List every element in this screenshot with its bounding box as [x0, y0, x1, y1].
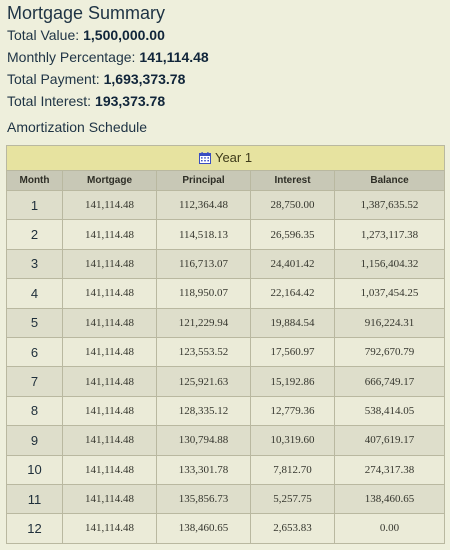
month-cell: 9 [6, 425, 63, 456]
mortgage-cell: 141,114.48 [62, 278, 157, 309]
principal-cell: 121,229.94 [156, 307, 251, 338]
table-row: 2 141,114.48 114,518.13 26,596.35 1,273,… [6, 219, 446, 250]
month-cell: 3 [6, 248, 63, 280]
monthly-percentage-row: Monthly Percentage: 141,114.48 [7, 46, 450, 68]
total-interest-label: Total Interest: [7, 93, 92, 109]
balance-cell: 1,387,635.52 [333, 189, 446, 221]
column-header-month: Month [6, 170, 63, 191]
table-row: 8 141,114.48 128,335.12 12,779.36 538,41… [6, 395, 446, 427]
table-row: 10 141,114.48 133,301.78 7,812.70 274,31… [6, 454, 446, 485]
monthly-percentage: 141,114.48 [139, 49, 209, 65]
column-header-balance: Balance [333, 170, 446, 191]
mortgage-cell: 141,114.48 [62, 454, 157, 485]
interest-cell: 2,653.83 [250, 513, 335, 544]
page-title: Mortgage Summary [7, 3, 166, 23]
mortgage-cell: 141,114.48 [62, 336, 157, 368]
balance-cell: 407,619.17 [333, 425, 446, 456]
total-payment-row: Total Payment: 1,693,373.78 [7, 68, 450, 90]
table-row: 4 141,114.48 118,950.07 22,164.42 1,037,… [6, 278, 446, 309]
total-value-label: Total Value: [7, 27, 80, 43]
amortization-schedule-title: Amortization Schedule [7, 119, 148, 135]
mortgage-cell: 141,114.48 [62, 483, 157, 515]
interest-cell: 26,596.35 [250, 219, 335, 250]
month-cell: 11 [6, 483, 63, 515]
table-row: 1 141,114.48 112,364.48 28,750.00 1,387,… [6, 189, 446, 221]
total-value: 1,500,000.00 [83, 27, 165, 43]
month-cell: 7 [6, 366, 63, 397]
principal-cell: 130,794.88 [156, 425, 251, 456]
interest-cell: 15,192.86 [250, 366, 335, 397]
interest-cell: 24,401.42 [250, 248, 335, 280]
amortization-table-container: Year 1 Month Mortgage Principal Interest… [5, 145, 446, 544]
balance-cell: 1,273,117.38 [333, 219, 446, 250]
mortgage-cell: 141,114.48 [62, 189, 157, 221]
total-interest: 193,373.78 [95, 93, 166, 109]
balance-cell: 0.00 [333, 513, 446, 544]
table-row: 6 141,114.48 123,553.52 17,560.97 792,67… [6, 336, 446, 368]
balance-cell: 666,749.17 [333, 366, 446, 397]
principal-cell: 125,921.63 [156, 366, 251, 397]
mortgage-cell: 141,114.48 [62, 425, 157, 456]
interest-cell: 10,319.60 [250, 425, 335, 456]
mortgage-cell: 141,114.48 [62, 395, 157, 427]
month-cell: 6 [6, 336, 63, 368]
column-header-row: Month Mortgage Principal Interest Balanc… [6, 170, 446, 191]
month-cell: 5 [6, 307, 63, 338]
amortization-rows: 1 141,114.48 112,364.48 28,750.00 1,387,… [6, 189, 446, 544]
mortgage-cell: 141,114.48 [62, 366, 157, 397]
month-cell: 1 [6, 189, 63, 221]
mortgage-cell: 141,114.48 [62, 248, 157, 280]
balance-cell: 138,460.65 [333, 483, 446, 515]
balance-cell: 1,037,454.25 [333, 278, 446, 309]
balance-cell: 1,156,404.32 [333, 248, 446, 280]
month-cell: 4 [6, 278, 63, 309]
total-interest-row: Total Interest: 193,373.78 [7, 90, 450, 112]
balance-cell: 274,317.38 [333, 454, 446, 485]
interest-cell: 5,257.75 [250, 483, 335, 515]
column-header-interest: Interest [250, 170, 335, 191]
year-header[interactable]: Year 1 [5, 145, 446, 171]
principal-cell: 116,713.07 [156, 248, 251, 280]
principal-cell: 128,335.12 [156, 395, 251, 427]
total-payment-label: Total Payment: [7, 71, 100, 87]
total-payment: 1,693,373.78 [103, 71, 186, 87]
column-header-mortgage: Mortgage [62, 170, 157, 191]
principal-cell: 118,950.07 [156, 278, 251, 309]
balance-cell: 916,224.31 [333, 307, 446, 338]
month-cell: 8 [6, 395, 63, 427]
table-row: 7 141,114.48 125,921.63 15,192.86 666,74… [6, 366, 446, 397]
mortgage-cell: 141,114.48 [62, 307, 157, 338]
table-row: 5 141,114.48 121,229.94 19,884.54 916,22… [6, 307, 446, 338]
balance-cell: 538,414.05 [333, 395, 446, 427]
table-row: 9 141,114.48 130,794.88 10,319.60 407,61… [6, 425, 446, 456]
table-row: 12 141,114.48 138,460.65 2,653.83 0.00 [6, 513, 446, 544]
principal-cell: 138,460.65 [156, 513, 251, 544]
monthly-percentage-label: Monthly Percentage: [7, 49, 136, 65]
mortgage-cell: 141,114.48 [62, 219, 157, 250]
year-label: Year 1 [214, 149, 253, 165]
balance-cell: 792,670.79 [333, 336, 446, 368]
interest-cell: 22,164.42 [250, 278, 335, 309]
calendar-icon [198, 151, 211, 167]
table-row: 3 141,114.48 116,713.07 24,401.42 1,156,… [6, 248, 446, 280]
month-cell: 10 [6, 454, 63, 485]
principal-cell: 114,518.13 [156, 219, 251, 250]
interest-cell: 7,812.70 [250, 454, 335, 485]
amortization-table: Year 1 Month Mortgage Principal Interest… [5, 145, 446, 544]
principal-cell: 123,553.52 [156, 336, 251, 368]
month-cell: 12 [6, 513, 63, 544]
interest-cell: 28,750.00 [250, 189, 335, 221]
principal-cell: 112,364.48 [156, 189, 251, 221]
month-cell: 2 [6, 219, 63, 250]
principal-cell: 135,856.73 [156, 483, 251, 515]
principal-cell: 133,301.78 [156, 454, 251, 485]
interest-cell: 17,560.97 [250, 336, 335, 368]
mortgage-summary: Mortgage Summary Total Value: 1,500,000.0… [0, 0, 450, 112]
column-header-principal: Principal [156, 170, 251, 191]
table-row: 11 141,114.48 135,856.73 5,257.75 138,46… [6, 483, 446, 515]
interest-cell: 19,884.54 [250, 307, 335, 338]
total-value-row: Total Value: 1,500,000.00 [7, 24, 450, 46]
mortgage-cell: 141,114.48 [62, 513, 157, 544]
interest-cell: 12,779.36 [250, 395, 335, 427]
